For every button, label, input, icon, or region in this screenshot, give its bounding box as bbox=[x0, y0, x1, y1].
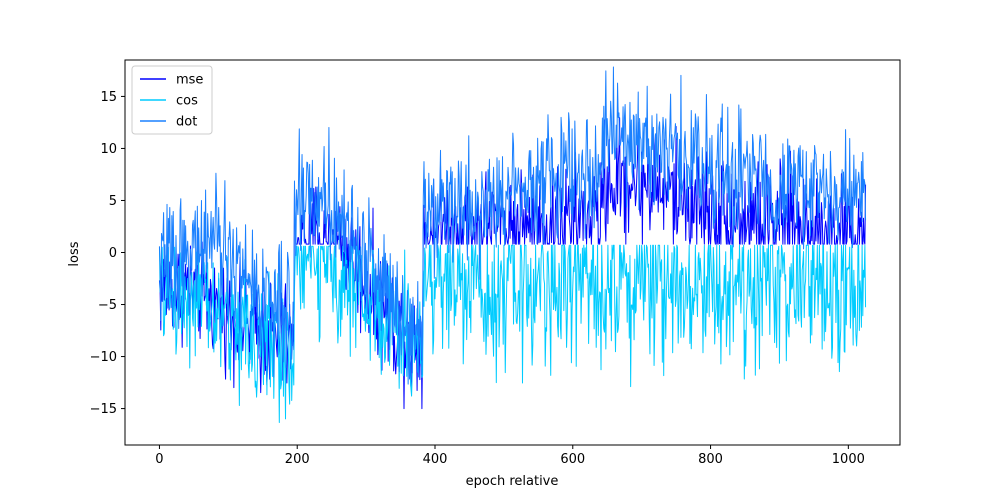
x-axis: 0 200 400 600 800 1000 bbox=[155, 445, 865, 467]
x-tick-label: 200 bbox=[285, 452, 310, 467]
x-tick-label: 400 bbox=[423, 452, 448, 467]
y-tick-label: 5 bbox=[109, 194, 117, 209]
x-tick-label: 0 bbox=[155, 452, 163, 467]
x-tick-label: 600 bbox=[560, 452, 585, 467]
y-tick-label: 10 bbox=[100, 142, 117, 157]
legend-box bbox=[131, 65, 213, 135]
series-line-mse bbox=[158, 117, 867, 410]
legend-label-mse: mse bbox=[176, 73, 203, 88]
y-tick-label: −5 bbox=[98, 298, 117, 313]
legend-label-dot: dot bbox=[176, 115, 197, 130]
legend-label-cos: cos bbox=[176, 94, 198, 109]
y-tick-label: −10 bbox=[90, 350, 117, 365]
y-axis-label: loss bbox=[67, 241, 82, 266]
y-tick-label: −15 bbox=[90, 402, 117, 417]
y-axis: −15 −10 −5 0 5 10 15 bbox=[90, 90, 125, 417]
x-tick-label: 800 bbox=[698, 452, 723, 467]
y-tick-label: 0 bbox=[109, 246, 117, 261]
x-tick-label: 1000 bbox=[832, 452, 865, 467]
y-tick-label: 15 bbox=[100, 90, 117, 105]
legend: mse cos dot bbox=[131, 65, 213, 135]
x-axis-label: epoch relative bbox=[466, 474, 559, 489]
series-layer bbox=[158, 66, 867, 423]
series-line-dot bbox=[158, 66, 867, 385]
